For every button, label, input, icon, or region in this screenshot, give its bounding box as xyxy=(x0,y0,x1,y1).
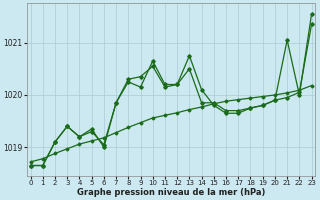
X-axis label: Graphe pression niveau de la mer (hPa): Graphe pression niveau de la mer (hPa) xyxy=(77,188,265,197)
